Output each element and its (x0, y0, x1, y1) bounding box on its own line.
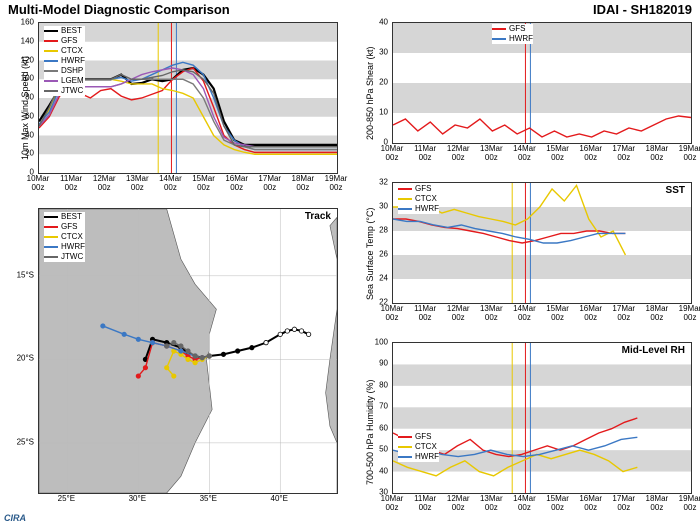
storm-id: IDAI - SH182019 (593, 2, 692, 17)
rh-panel: Mid-Level RH (392, 342, 692, 494)
rh-ylabel: 700-500 hPa Humidity (%) (365, 345, 375, 485)
page-title: Multi-Model Diagnostic Comparison (8, 2, 230, 17)
shear-ylabel: 200-850 hPa Shear (kt) (365, 20, 375, 140)
sst-ylabel: Sea Surface Temp (°C) (365, 180, 375, 300)
shear-panel: Deep-Layer Shear (392, 22, 692, 144)
cira-logo: CIRA (4, 513, 26, 523)
